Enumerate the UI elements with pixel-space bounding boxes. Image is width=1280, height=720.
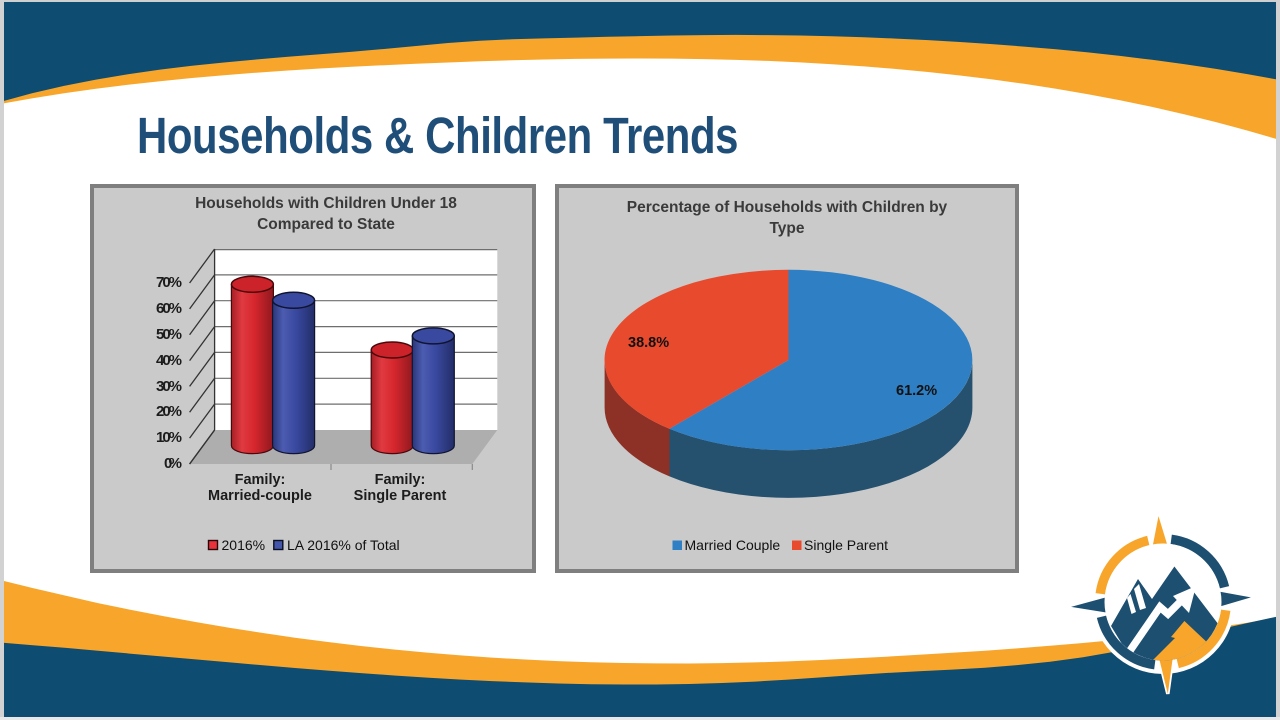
svg-text:Compared to State: Compared to State: [257, 216, 395, 233]
svg-text:10%: 10%: [156, 429, 182, 446]
svg-text:Married Couple: Married Couple: [685, 537, 781, 553]
svg-text:LA 2016% of Total: LA 2016% of Total: [287, 537, 400, 553]
svg-text:Married-couple: Married-couple: [208, 488, 312, 504]
svg-text:Single Parent: Single Parent: [804, 537, 888, 553]
svg-text:0%: 0%: [164, 455, 182, 472]
svg-text:38.8%: 38.8%: [628, 335, 669, 351]
svg-text:2016%: 2016%: [222, 537, 266, 553]
svg-text:60%: 60%: [156, 300, 182, 317]
svg-text:20%: 20%: [156, 403, 182, 420]
svg-text:30%: 30%: [156, 378, 182, 395]
svg-text:Type: Type: [769, 220, 804, 237]
svg-text:Single Parent: Single Parent: [354, 488, 447, 504]
svg-text:40%: 40%: [156, 352, 182, 369]
svg-text:50%: 50%: [156, 326, 182, 343]
svg-text:Percentage of Households with: Percentage of Households with Children b…: [627, 199, 948, 216]
svg-text:Households with Children Under: Households with Children Under 18: [195, 195, 457, 212]
svg-text:Family:: Family:: [375, 472, 426, 488]
svg-text:70%: 70%: [156, 274, 182, 291]
svg-text:Family:: Family:: [235, 472, 286, 488]
svg-text:61.2%: 61.2%: [896, 383, 937, 399]
